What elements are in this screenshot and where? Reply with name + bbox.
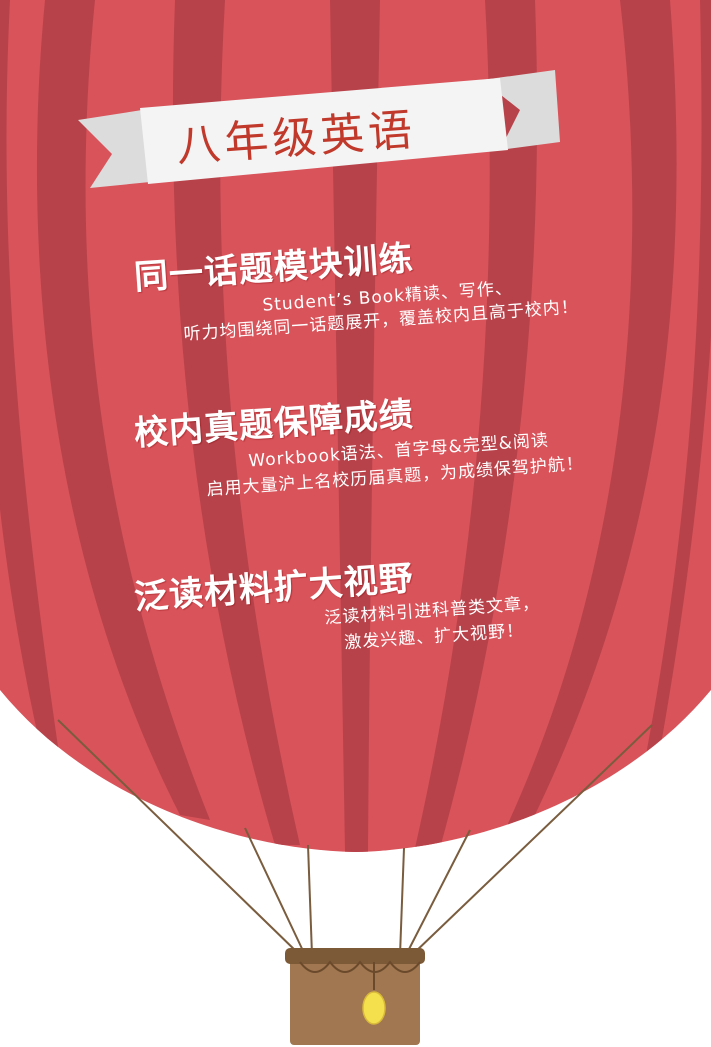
balloon-ropes bbox=[57, 719, 653, 956]
balloon-basket bbox=[285, 948, 425, 1045]
ribbon-banner bbox=[78, 70, 560, 188]
lamp-icon bbox=[362, 991, 386, 1025]
